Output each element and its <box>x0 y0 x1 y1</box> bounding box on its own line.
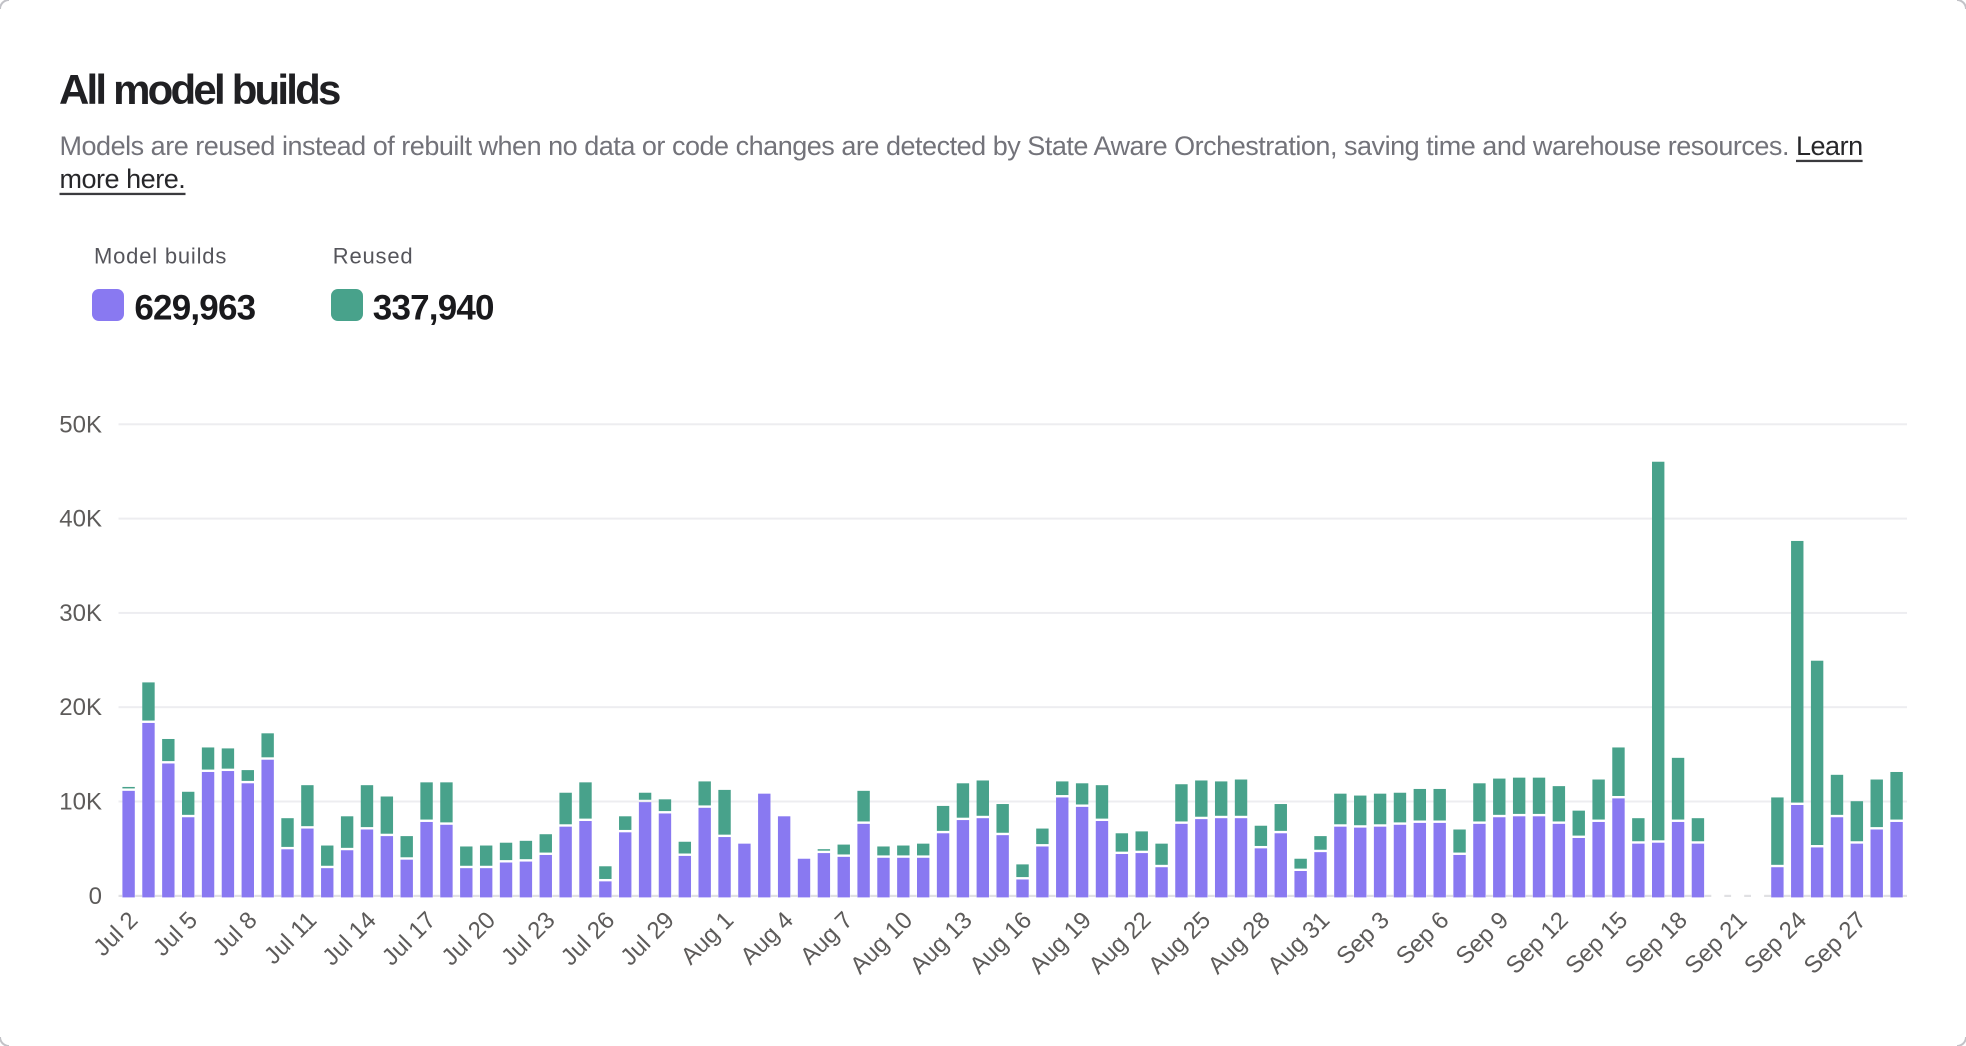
svg-text:Jul 17: Jul 17 <box>377 907 441 971</box>
svg-text:Aug 10: Aug 10 <box>845 907 918 980</box>
svg-text:Aug 25: Aug 25 <box>1143 907 1216 980</box>
svg-text:Sep 18: Sep 18 <box>1620 907 1693 980</box>
svg-text:Sep 21: Sep 21 <box>1680 907 1753 980</box>
svg-text:Sep 6: Sep 6 <box>1391 907 1454 970</box>
svg-text:Models are reused instead of r: Models are reused instead of rebuilt whe… <box>60 131 1863 161</box>
svg-text:Sep 12: Sep 12 <box>1501 907 1574 980</box>
svg-text:Sep 27: Sep 27 <box>1799 907 1872 980</box>
svg-text:Aug 16: Aug 16 <box>964 907 1037 980</box>
svg-text:10K: 10K <box>59 789 102 816</box>
svg-text:Sep 3: Sep 3 <box>1331 907 1394 970</box>
svg-text:Jul 14: Jul 14 <box>317 907 381 971</box>
svg-text:Jul 23: Jul 23 <box>496 907 560 971</box>
svg-text:Aug 19: Aug 19 <box>1024 907 1097 980</box>
svg-text:Aug 31: Aug 31 <box>1262 907 1335 980</box>
svg-text:Jul 2: Jul 2 <box>88 907 143 962</box>
svg-text:20K: 20K <box>59 694 102 721</box>
svg-text:0: 0 <box>89 883 102 910</box>
svg-text:30K: 30K <box>59 600 102 627</box>
svg-text:Sep 24: Sep 24 <box>1739 907 1812 980</box>
svg-text:Aug 28: Aug 28 <box>1203 907 1276 980</box>
svg-text:Aug 13: Aug 13 <box>905 907 978 980</box>
svg-text:Jul 8: Jul 8 <box>208 907 263 962</box>
svg-text:50K: 50K <box>59 411 102 438</box>
svg-text:more here.: more here. <box>60 164 186 194</box>
svg-text:Jul 11: Jul 11 <box>259 907 322 970</box>
svg-text:Jul 5: Jul 5 <box>148 907 203 962</box>
svg-text:All model builds: All model builds <box>59 66 340 113</box>
svg-text:629,963: 629,963 <box>134 288 255 327</box>
svg-text:Aug 4: Aug 4 <box>735 907 798 970</box>
svg-text:Jul 29: Jul 29 <box>615 907 679 971</box>
svg-text:Jul 20: Jul 20 <box>437 907 501 971</box>
svg-text:Aug 1: Aug 1 <box>676 907 739 970</box>
svg-text:Reused: Reused <box>333 244 414 269</box>
svg-text:Aug 22: Aug 22 <box>1084 907 1157 980</box>
svg-text:40K: 40K <box>59 506 102 533</box>
svg-text:Sep 15: Sep 15 <box>1560 907 1633 980</box>
svg-text:Model builds: Model builds <box>94 244 227 269</box>
svg-text:Jul 26: Jul 26 <box>556 907 620 971</box>
svg-text:337,940: 337,940 <box>373 288 494 327</box>
